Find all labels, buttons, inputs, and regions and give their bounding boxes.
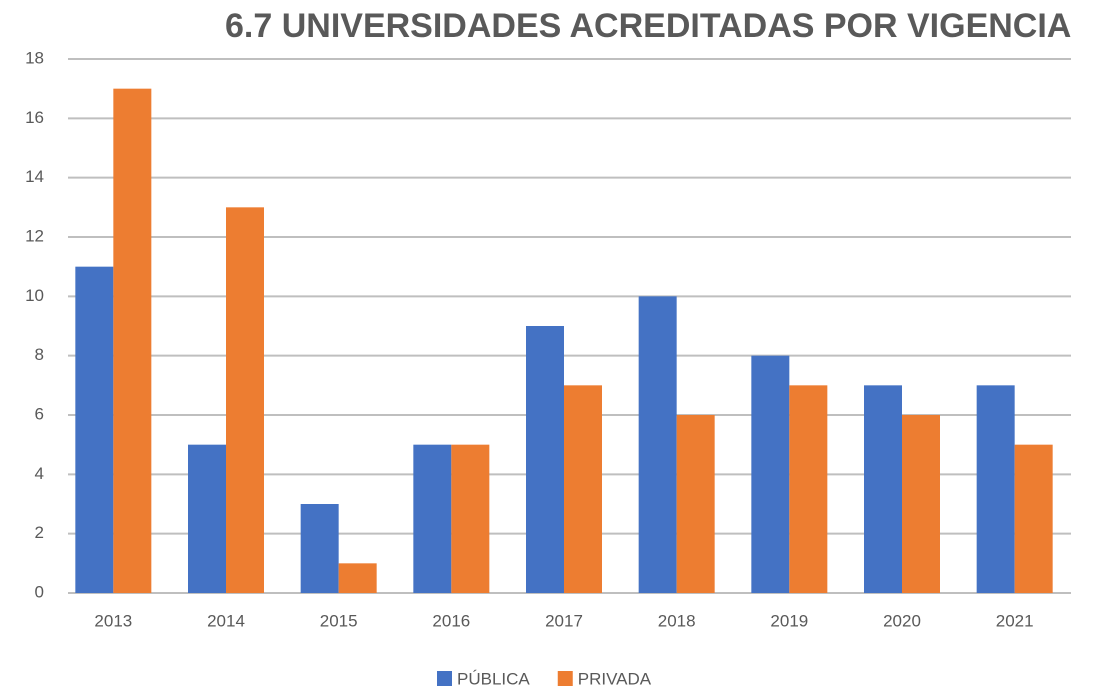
y-tick-label: 18 (25, 48, 44, 67)
x-tick-label: 2016 (432, 611, 470, 630)
y-tick-label: 10 (25, 286, 44, 305)
y-tick-label: 2 (35, 523, 44, 542)
bar (564, 385, 602, 593)
y-tick-label: 16 (25, 108, 44, 127)
y-tick-label: 12 (25, 226, 44, 245)
bar (976, 385, 1015, 593)
y-tick-label: 6 (35, 404, 44, 423)
legend-label: PÚBLICA (457, 669, 530, 688)
bar (638, 296, 677, 593)
x-tick-label: 2021 (996, 611, 1034, 630)
bar (789, 385, 828, 593)
bar (413, 444, 452, 593)
bar (676, 415, 715, 593)
x-tick-label: 2014 (207, 611, 245, 630)
legend-swatch (437, 671, 452, 686)
chart-title: 6.7 UNIVERSIDADES ACREDITADAS POR VIGENC… (225, 7, 1071, 45)
bar (300, 504, 339, 593)
legend-swatch (557, 671, 573, 686)
bar (113, 88, 152, 594)
bar (864, 385, 902, 593)
x-tick-label: 2020 (883, 611, 921, 630)
y-tick-label: 4 (35, 464, 44, 483)
y-tick-label: 8 (35, 345, 44, 364)
bar (338, 563, 377, 593)
y-tick-label: 14 (25, 167, 44, 186)
bar (188, 444, 226, 593)
bar (75, 266, 114, 593)
bar (1014, 444, 1053, 593)
x-tick-label: 2019 (770, 611, 808, 630)
x-tick-label: 2017 (545, 611, 583, 630)
bar (902, 415, 940, 593)
bar (226, 207, 264, 594)
bar (451, 444, 490, 593)
x-tick-label: 2018 (658, 611, 696, 630)
x-tick-label: 2015 (320, 611, 358, 630)
bar (751, 355, 790, 593)
x-tick-label: 2013 (94, 611, 132, 630)
y-tick-label: 0 (35, 582, 44, 601)
legend-label: PRIVADA (578, 669, 652, 688)
bar (526, 326, 564, 593)
